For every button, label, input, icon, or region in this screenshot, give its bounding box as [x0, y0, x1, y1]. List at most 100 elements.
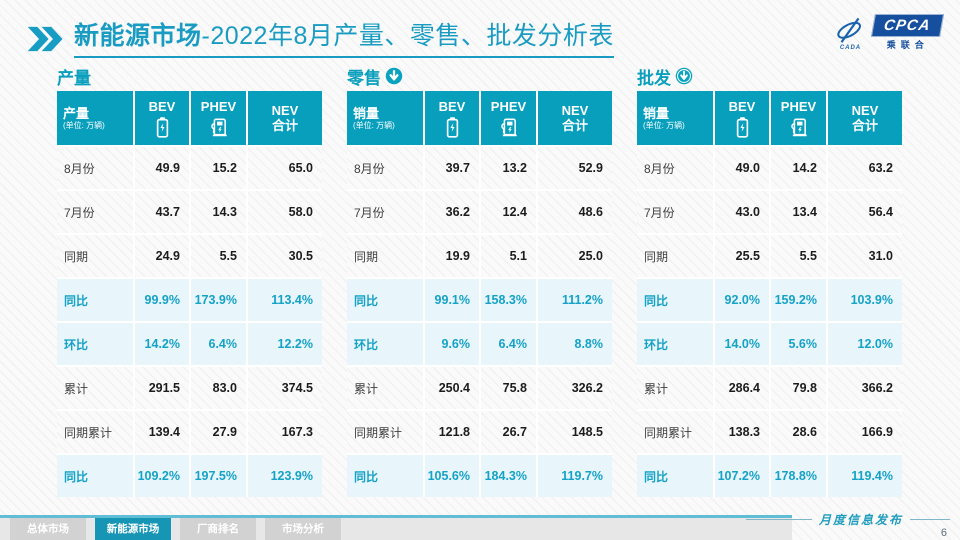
- section-label: 批发: [637, 68, 671, 88]
- section-header-retail: 零售: [347, 64, 612, 88]
- cell-value: 12.2%: [248, 323, 322, 365]
- cell-value: 184.3%: [481, 455, 536, 497]
- cell-value: 113.4%: [248, 279, 322, 321]
- row-label: 同比: [347, 455, 423, 497]
- cell-value: 5.5: [191, 235, 246, 277]
- header-cell-phev: PHEV: [481, 91, 536, 145]
- row-label: 环比: [347, 323, 423, 365]
- cell-value: 107.2%: [715, 455, 769, 497]
- header-label: 销量: [643, 105, 670, 121]
- page-title-bold: 新能源市场: [74, 22, 202, 50]
- retail-table: 销量 (单位: 万辆) BEV PHEV NEV 合计 8月份 39.7 13.2 5…: [347, 91, 612, 497]
- row-label: 累计: [57, 367, 133, 409]
- header-label: 销量: [353, 105, 380, 121]
- cell-value: 52.9: [538, 147, 612, 189]
- page-title: 新能源市场-2022年8月产量、零售、批发分析表: [74, 16, 614, 58]
- title-row: 新能源市场-2022年8月产量、零售、批发分析表: [26, 16, 614, 58]
- cell-value: 105.6%: [425, 455, 479, 497]
- cell-value: 111.2%: [538, 279, 612, 321]
- nev-label-line2: 合计: [561, 118, 588, 133]
- row-label: 同期累计: [637, 411, 713, 453]
- row-label: 同比: [637, 279, 713, 321]
- cell-value: 374.5: [248, 367, 322, 409]
- cell-value: 28.6: [771, 411, 826, 453]
- cpca-logo: CADA CPCA 乘联合: [832, 14, 945, 51]
- cell-value: 99.1%: [425, 279, 479, 321]
- header-cell-label: 销量 (单位: 万辆): [347, 91, 423, 145]
- nev-label-line1: NEV: [271, 103, 299, 118]
- header-cell-nev: NEV 合计: [248, 91, 322, 145]
- header-cell-bev: BEV: [135, 91, 189, 145]
- tab-nev-market[interactable]: 新能源市场: [95, 518, 171, 540]
- header-label: 产量: [63, 105, 90, 121]
- page-title-rest: -2022年8月产量、零售、批发分析表: [201, 22, 614, 50]
- cell-value: 6.4%: [481, 323, 536, 365]
- cell-value: 14.2%: [135, 323, 189, 365]
- cell-value: 56.4: [828, 191, 902, 233]
- cell-value: 103.9%: [828, 279, 902, 321]
- row-label: 环比: [637, 323, 713, 365]
- row-label: 同比: [57, 279, 133, 321]
- charger-icon: [209, 116, 229, 138]
- publication-line-right: [910, 519, 950, 520]
- battery-icon: [156, 116, 169, 138]
- cell-value: 326.2: [538, 367, 612, 409]
- cell-value: 119.7%: [538, 455, 612, 497]
- header-unit: (单位: 万辆): [353, 120, 395, 130]
- cell-value: 48.6: [538, 191, 612, 233]
- header-cell-bev: BEV: [425, 91, 479, 145]
- row-label: 8月份: [637, 147, 713, 189]
- production-table: 产量 (单位: 万辆) BEV PHEV NEV 合计 8月份 49.9 15.2 6…: [57, 91, 322, 497]
- cell-value: 197.5%: [191, 455, 246, 497]
- retail-table-column: 零售 销量 (单位: 万辆) BEV PHEV NEV 合计 8月份 39.7 13…: [347, 64, 612, 497]
- cell-value: 19.9: [425, 235, 479, 277]
- cada-logo: CADA: [832, 15, 868, 51]
- cell-value: 30.5: [248, 235, 322, 277]
- cell-value: 5.6%: [771, 323, 826, 365]
- row-label: 7月份: [637, 191, 713, 233]
- cell-value: 109.2%: [135, 455, 189, 497]
- cell-value: 366.2: [828, 367, 902, 409]
- battery-icon: [446, 116, 459, 138]
- cell-value: 39.7: [425, 147, 479, 189]
- row-label: 累计: [637, 367, 713, 409]
- publication-label: 月度信息发布: [745, 511, 950, 528]
- cell-value: 6.4%: [191, 323, 246, 365]
- header-unit: (单位: 万辆): [643, 120, 685, 130]
- cell-value: 138.3: [715, 411, 769, 453]
- header-cell-label: 销量 (单位: 万辆): [637, 91, 713, 145]
- nev-label-line1: NEV: [561, 103, 589, 118]
- tab-market-analysis[interactable]: 市场分析: [265, 518, 341, 540]
- bev-label: BEV: [148, 98, 176, 114]
- cell-value: 167.3: [248, 411, 322, 453]
- cell-value: 36.2: [425, 191, 479, 233]
- wholesale-table: 销量 (单位: 万辆) BEV PHEV NEV 合计 8月份 49.0 14.2 6…: [637, 91, 902, 497]
- tab-overall-market[interactable]: 总体市场: [10, 518, 86, 540]
- page-number: 6: [940, 527, 947, 539]
- cell-value: 99.9%: [135, 279, 189, 321]
- cell-value: 24.9: [135, 235, 189, 277]
- battery-icon: [736, 116, 749, 138]
- cell-value: 159.2%: [771, 279, 826, 321]
- down-arrow-circle-icon: [675, 67, 693, 85]
- row-label: 环比: [57, 323, 133, 365]
- phev-label: PHEV: [200, 98, 237, 114]
- cada-logo-text: CADA: [839, 44, 862, 51]
- cell-value: 75.8: [481, 367, 536, 409]
- cell-value: 58.0: [248, 191, 322, 233]
- section-label: 零售: [347, 68, 381, 88]
- cell-value: 13.2: [481, 147, 536, 189]
- cell-value: 119.4%: [828, 455, 902, 497]
- header-unit: (单位: 万辆): [63, 120, 105, 130]
- row-label: 同期: [57, 235, 133, 277]
- cell-value: 12.0%: [828, 323, 902, 365]
- section-header-production: 产量: [57, 64, 322, 88]
- cell-value: 25.5: [715, 235, 769, 277]
- cell-value: 123.9%: [248, 455, 322, 497]
- row-label: 7月份: [347, 191, 423, 233]
- cell-value: 31.0: [828, 235, 902, 277]
- header-cell-nev: NEV 合计: [538, 91, 612, 145]
- cell-value: 291.5: [135, 367, 189, 409]
- tab-manufacturer-ranking[interactable]: 厂商排名: [180, 518, 256, 540]
